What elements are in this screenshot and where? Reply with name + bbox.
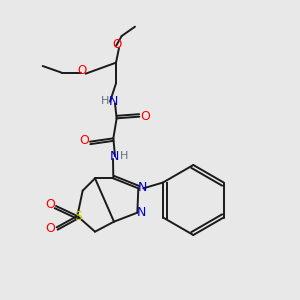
- Text: N: N: [136, 206, 146, 219]
- Text: N: N: [138, 181, 147, 194]
- Text: O: O: [140, 110, 150, 123]
- Text: O: O: [79, 134, 89, 147]
- Text: N: N: [109, 149, 119, 163]
- Text: O: O: [46, 222, 56, 235]
- Text: N: N: [108, 95, 118, 108]
- Text: O: O: [112, 38, 122, 52]
- Text: H: H: [120, 151, 128, 161]
- Text: H: H: [101, 96, 109, 106]
- Text: S: S: [74, 211, 82, 224]
- Text: O: O: [45, 199, 55, 212]
- Text: O: O: [77, 64, 86, 77]
